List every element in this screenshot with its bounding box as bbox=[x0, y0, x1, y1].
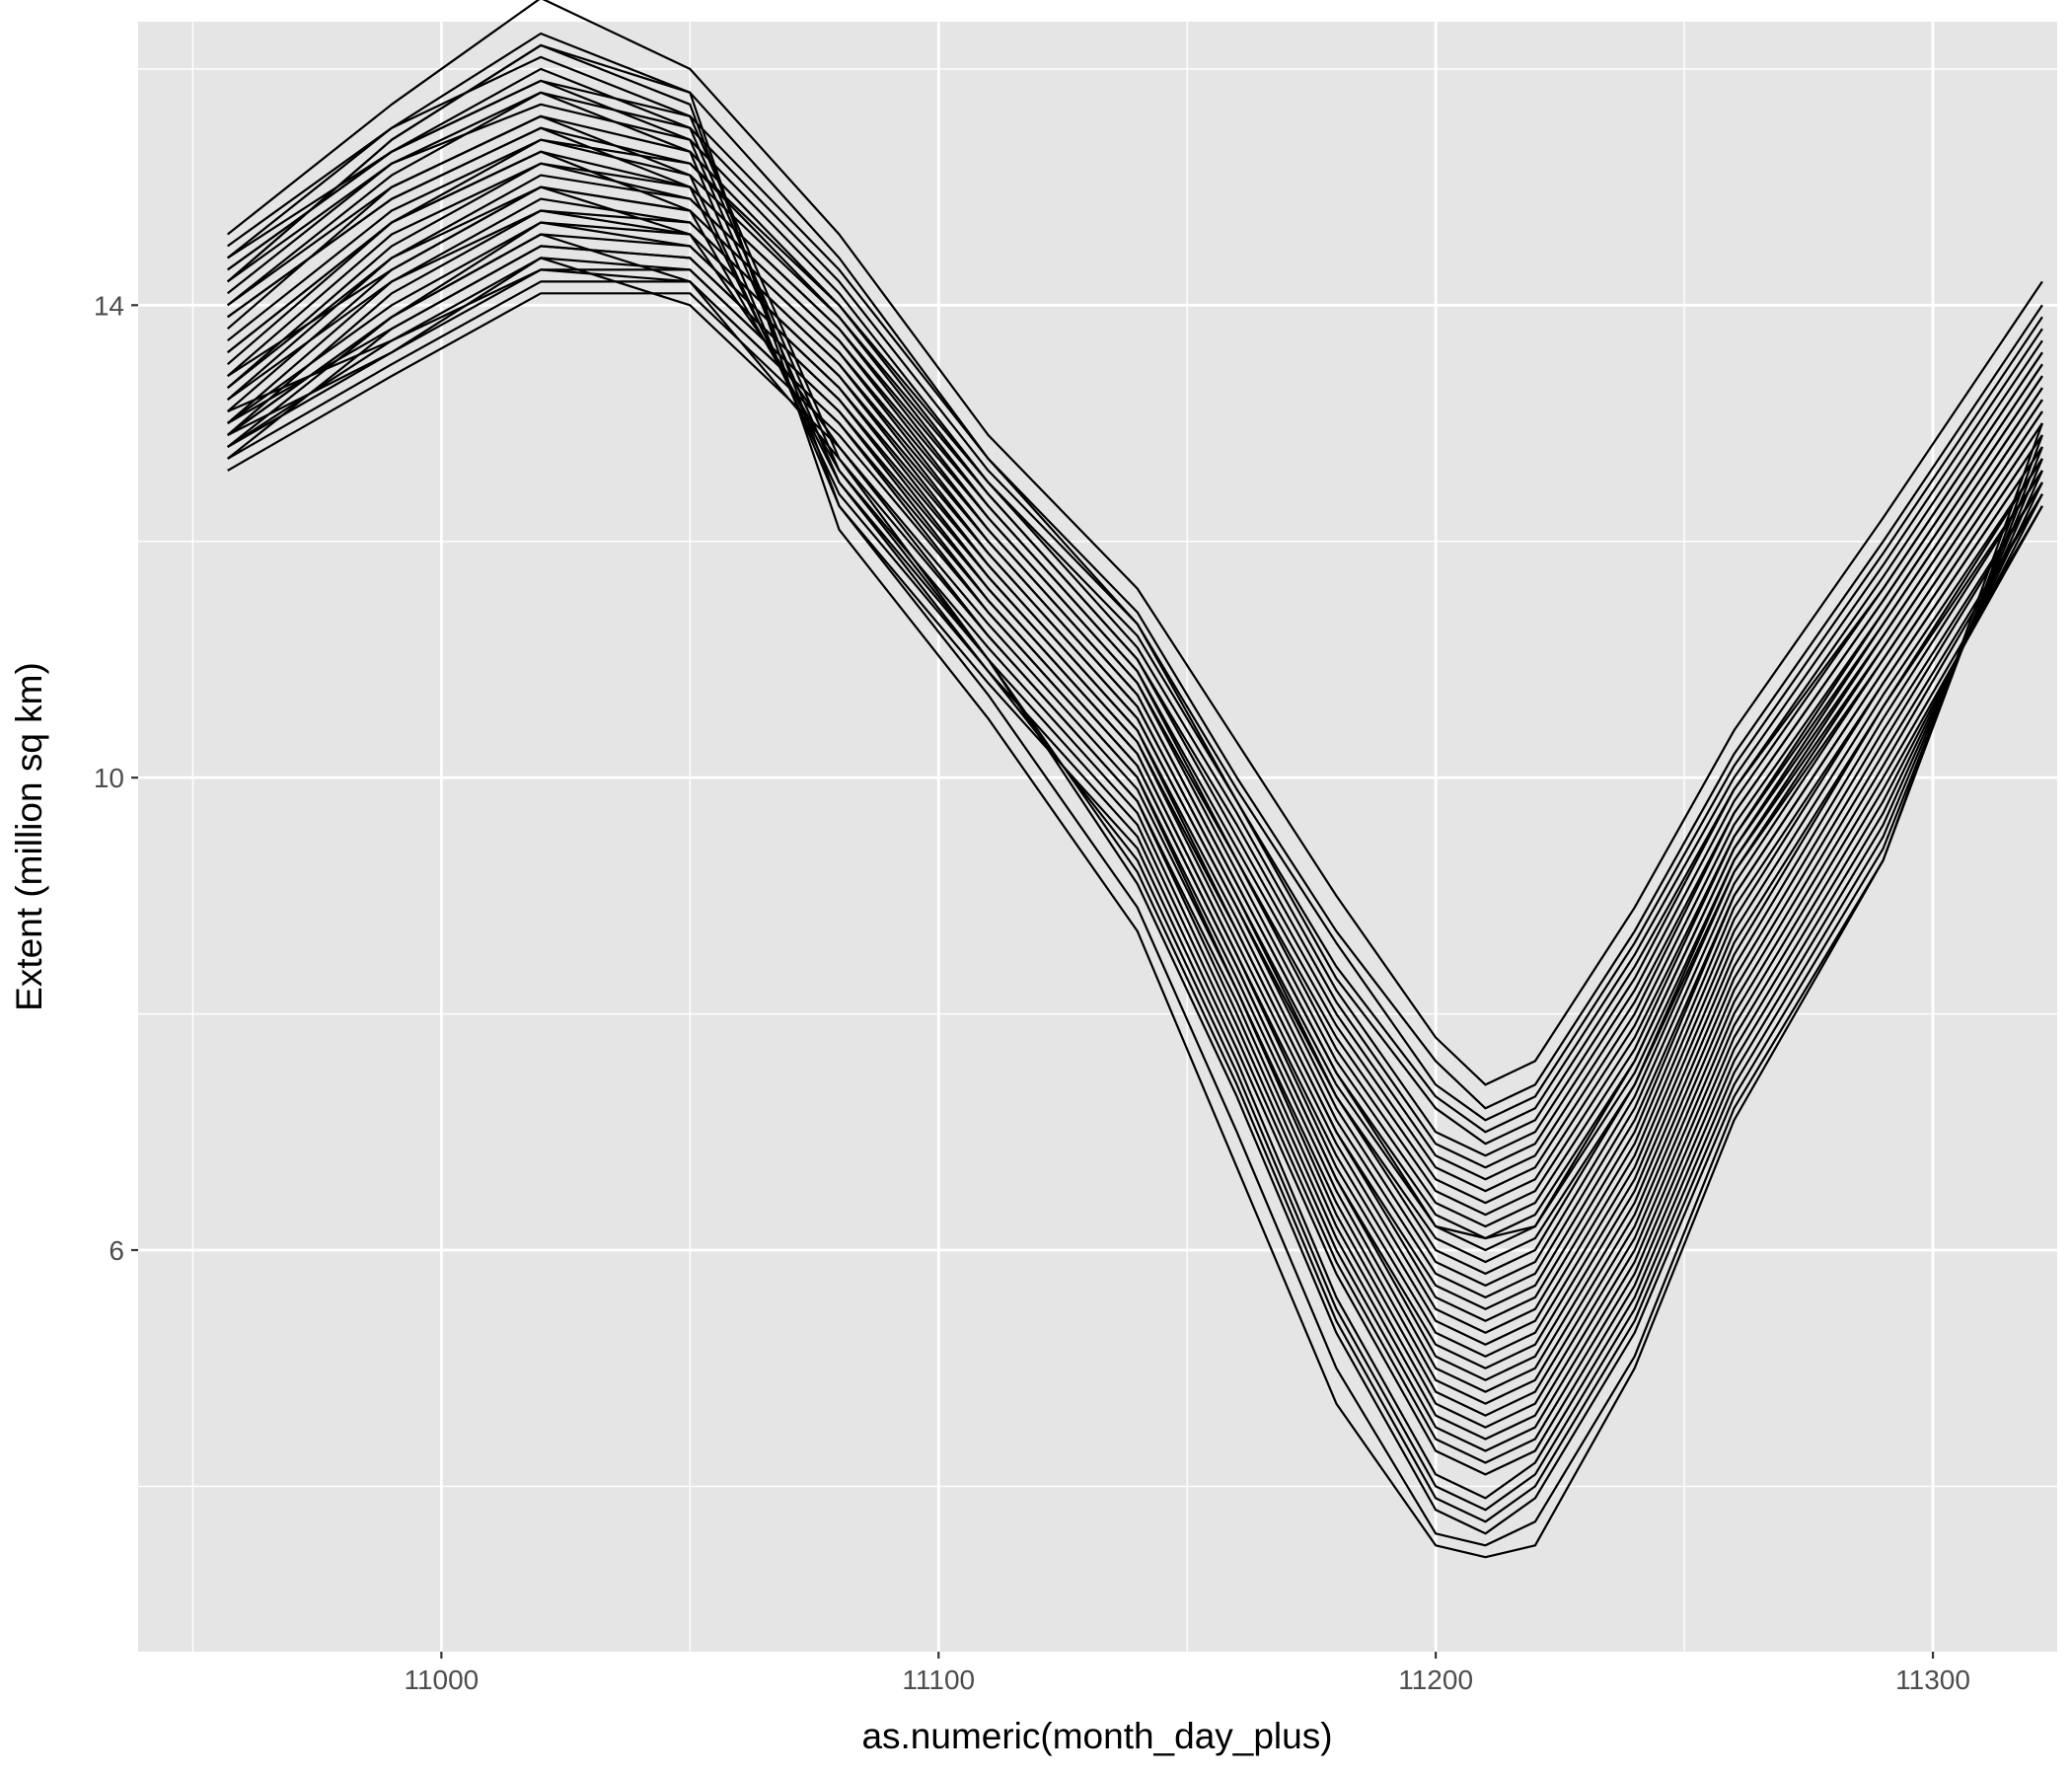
x-tick-label: 11100 bbox=[902, 1665, 975, 1695]
x-axis-title: as.numeric(month_day_plus) bbox=[861, 1716, 1332, 1756]
x-axis: 11000 11100 11200 11300 bbox=[404, 1652, 1970, 1695]
series-line-34 bbox=[227, 114, 2043, 1476]
series-line-40 bbox=[227, 32, 2043, 1559]
y-axis: 6 10 14 bbox=[94, 290, 138, 1266]
series-line-26 bbox=[227, 268, 2043, 1381]
series-lines bbox=[226, 0, 2043, 1559]
series-line-21 bbox=[227, 233, 2043, 1322]
series-line-29 bbox=[227, 257, 2043, 1417]
x-tick-label: 11200 bbox=[1398, 1665, 1473, 1695]
x-tick-label: 11300 bbox=[1895, 1665, 1970, 1695]
series-line-32 bbox=[227, 150, 2043, 1452]
x-tick-label: 11000 bbox=[404, 1665, 479, 1695]
series-line-31 bbox=[227, 185, 2043, 1441]
series-line-19 bbox=[227, 221, 2043, 1298]
series-line-33 bbox=[227, 126, 2043, 1464]
series-line-38 bbox=[227, 55, 2043, 1535]
series-line-39 bbox=[226, 43, 2043, 1547]
series-line-24 bbox=[227, 257, 2043, 1358]
series-line-35 bbox=[227, 91, 2043, 1500]
series-line-8 bbox=[227, 138, 2043, 1181]
series-line-11 bbox=[226, 162, 2043, 1217]
y-tick-label: 6 bbox=[109, 1235, 124, 1266]
series-line-30 bbox=[227, 233, 2043, 1429]
series-line-2 bbox=[226, 43, 2043, 1110]
series-line-18 bbox=[227, 209, 2043, 1287]
series-line-15 bbox=[226, 185, 2043, 1252]
series-line-37 bbox=[227, 67, 2043, 1523]
series-line-17 bbox=[226, 209, 2043, 1275]
y-tick-label: 14 bbox=[94, 290, 124, 321]
series-line-6 bbox=[226, 114, 2043, 1157]
y-axis-title: Extent (million sq km) bbox=[9, 662, 49, 1011]
series-line-10 bbox=[226, 150, 2043, 1205]
panel-background bbox=[138, 22, 2057, 1652]
series-line-1 bbox=[227, 0, 2043, 1086]
series-line-28 bbox=[227, 292, 2043, 1405]
series-line-23 bbox=[227, 245, 2043, 1346]
y-tick-label: 10 bbox=[94, 763, 124, 793]
series-line-36 bbox=[227, 79, 2043, 1512]
